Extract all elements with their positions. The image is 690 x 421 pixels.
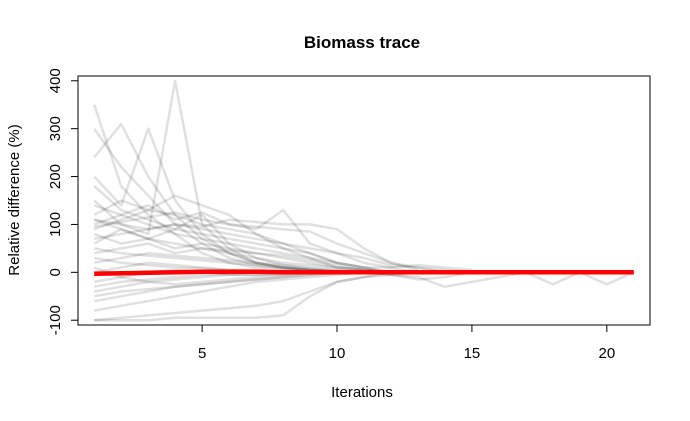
- x-tick-label: 15: [464, 345, 481, 362]
- chart-title: Biomass trace: [304, 33, 420, 52]
- plot-area: [77, 75, 651, 326]
- trace-line-12: [93, 227, 392, 274]
- trace-line-7: [93, 194, 418, 274]
- mean-line: [94, 269, 634, 277]
- trace-line-6: [93, 185, 391, 274]
- trace-line-9: [93, 218, 419, 272]
- trace-line-8: [93, 204, 419, 274]
- trace-line-18: [93, 271, 391, 303]
- y-tick-label: 400: [47, 68, 64, 93]
- y-tick-label: 100: [47, 212, 64, 237]
- trace-lines: [93, 79, 635, 322]
- plot-frame: [77, 75, 651, 326]
- trace-line-11: [93, 227, 392, 274]
- trace-line-30: [93, 211, 446, 274]
- x-axis: 5 10 15 20: [198, 325, 615, 362]
- y-axis: -100 0 100 200 300 400: [47, 68, 78, 335]
- x-tick-label: 20: [598, 345, 615, 362]
- y-tick-label: -100: [47, 305, 64, 335]
- x-tick-label: 10: [329, 345, 346, 362]
- trace-line-10: [93, 208, 392, 274]
- trace-line-13: [93, 242, 392, 274]
- y-tick-label: 0: [47, 268, 64, 276]
- x-axis-label: Iterations: [331, 384, 393, 401]
- trace-line-25: [93, 223, 473, 274]
- trace-line-20: [94, 271, 419, 322]
- trace-line-28: [93, 218, 392, 274]
- y-axis-label: Relative difference (%): [6, 124, 23, 275]
- trace-line-5: [93, 79, 391, 274]
- y-tick-label: 300: [47, 116, 64, 141]
- y-tick-label: 200: [47, 164, 64, 189]
- trace-line-24: [93, 204, 473, 272]
- mean-line-group: [94, 269, 634, 277]
- trace-line-21: [94, 271, 418, 322]
- x-tick-label: 5: [198, 345, 206, 362]
